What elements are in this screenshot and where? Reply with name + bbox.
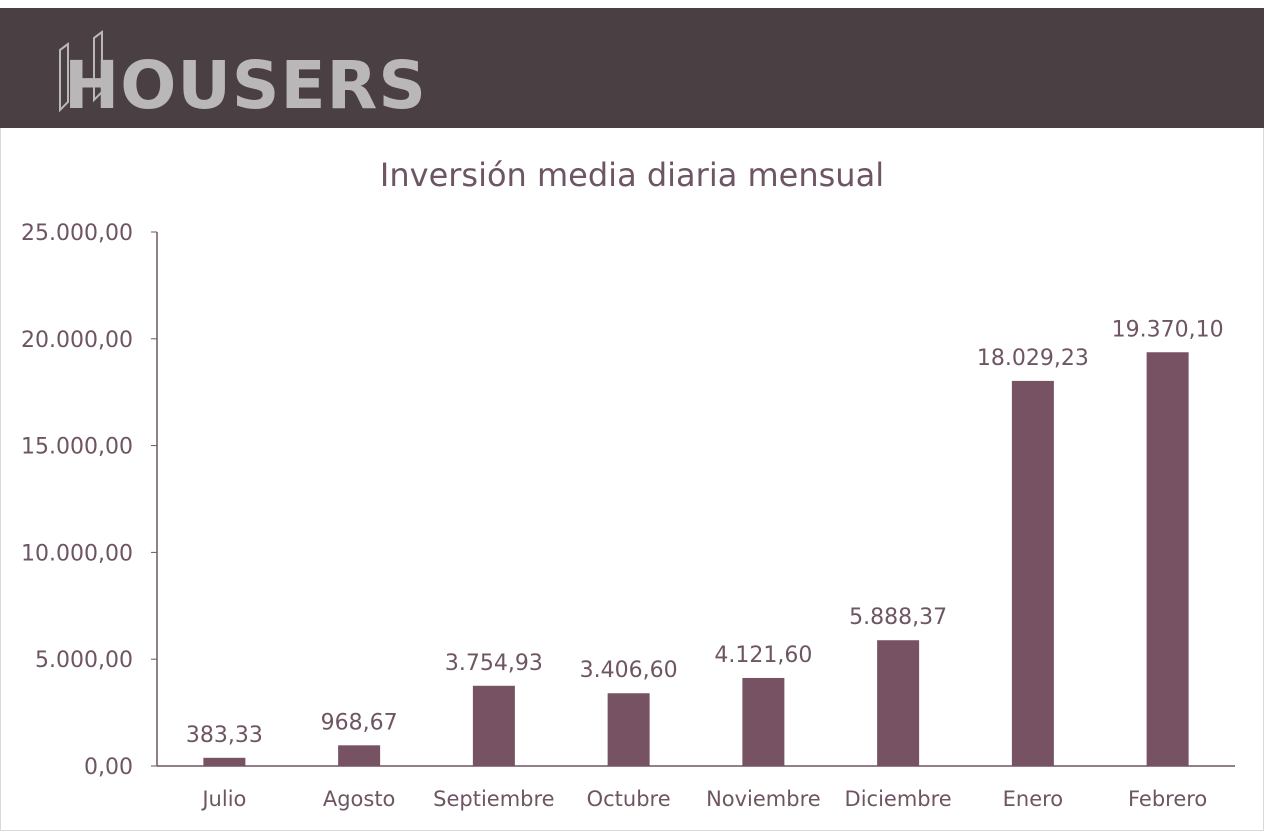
y-tick-label: 10.000,00 [21,541,133,566]
bar-noviembre [742,677,785,766]
x-tick-label: Noviembre [706,787,821,811]
bar-febrero [1146,352,1189,766]
bar-agosto [338,745,381,766]
bar-julio [203,757,246,766]
bars-group [203,352,1189,766]
logo-building-icon [59,30,103,113]
bar-diciembre [877,640,920,766]
data-label: 968,67 [321,710,398,735]
x-tick-label: Diciembre [845,787,952,811]
data-label: 5.888,37 [849,605,947,630]
bar-octubre [607,693,650,766]
x-tick-label: Febrero [1128,787,1207,811]
data-label: 383,33 [186,723,263,748]
y-tick-label: 25.000,00 [21,221,133,246]
data-label: 18.029,23 [977,346,1089,371]
data-label: 3.754,93 [445,651,543,676]
x-tick-label: Octubre [587,787,671,811]
logo-text: HOUSERS [64,47,427,114]
data-label: 4.121,60 [714,643,812,668]
x-axis: Julio Agosto Septiembre Octubre Noviembre Dic… [157,765,1235,811]
y-tick-label: 0,00 [84,755,133,780]
y-axis: 0,00 5.000,00 10.000,00 15.000,00 20.000,00 2… [21,221,158,780]
header-bar: HOUSERS [0,8,1264,128]
chart-frame: Inversión media diaria mensual 0,00 5.000… [0,128,1264,831]
x-tick-label: Julio [200,787,246,811]
bar-septiembre [472,685,515,766]
x-tick-label: Enero [1003,787,1064,811]
chart-title: Inversión media diaria mensual [380,156,884,194]
x-tick-label: Agosto [323,787,396,811]
bar-enero [1011,380,1054,766]
housers-logo: HOUSERS [59,30,427,114]
x-tick-label: Septiembre [433,787,554,811]
data-label: 3.406,60 [580,658,678,683]
y-tick-label: 5.000,00 [35,648,133,673]
y-tick-label: 20.000,00 [21,328,133,353]
data-labels-group: 383,33 968,67 3.754,93 3.406,60 4.121,60 5.88… [186,317,1224,748]
data-label: 19.370,10 [1112,317,1224,342]
bar-chart: Inversión media diaria mensual 0,00 5.000… [21,156,1235,811]
y-tick-label: 15.000,00 [21,435,133,460]
